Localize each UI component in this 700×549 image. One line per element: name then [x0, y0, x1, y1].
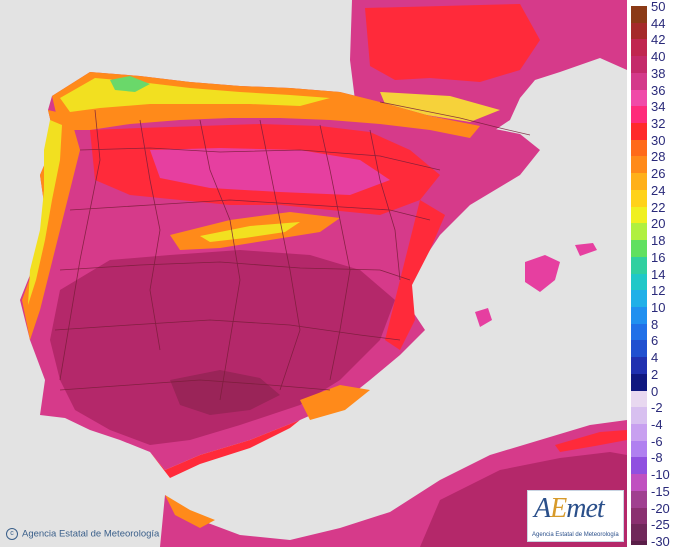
legend-tick-label: -8: [651, 450, 663, 466]
legend-swatch: [631, 223, 647, 241]
legend-swatch: [631, 306, 647, 324]
legend-tick-label: 36: [651, 82, 666, 98]
legend-tick-label: 12: [651, 283, 666, 299]
legend-tick-label: -20: [651, 500, 670, 516]
legend-tick-label: 18: [651, 233, 666, 249]
legend-swatch: [631, 173, 647, 190]
aemet-logo-mark: AEmet: [534, 493, 605, 524]
legend-tick-label: 42: [651, 32, 666, 48]
picos-cool: [110, 76, 150, 92]
legend-tick-label: 6: [651, 333, 659, 349]
legend-tick-label: 28: [651, 149, 666, 165]
legend-tick-label: 34: [651, 99, 666, 115]
legend-tick-label: -30: [651, 534, 670, 549]
levante-coast-red: [385, 200, 445, 350]
legend-tick-label: 14: [651, 266, 666, 282]
legend-tick-label: 22: [651, 199, 666, 215]
credit-text: Agencia Estatal de Meteorología: [22, 528, 160, 540]
guadalquivir-hot: [170, 370, 280, 415]
legend-swatch: [631, 39, 647, 57]
legend-tick-label: -2: [651, 400, 663, 416]
legend-swatch: [631, 106, 647, 124]
south-coast-rim: [150, 420, 300, 478]
legend-swatch: [631, 123, 647, 140]
legend-swatch: [631, 240, 647, 257]
legend-swatch: [631, 189, 647, 207]
legend-swatch: [631, 407, 647, 424]
legend-tick-label: 2: [651, 366, 659, 382]
southeast-orange: [300, 385, 370, 420]
legend-tick-label: 30: [651, 132, 666, 148]
legend-swatch: [631, 457, 647, 475]
legend-swatch: [631, 340, 647, 358]
legend-swatch: [631, 423, 647, 441]
legend-tick-label: 44: [651, 15, 666, 31]
aemet-logo-subtitle: Agencia Estatal de Meteorología: [532, 532, 619, 538]
legend-tick-label: -15: [651, 483, 670, 499]
france-pyrenees-warm: [380, 92, 500, 122]
france-hot-core: [365, 4, 540, 82]
legend-swatch: [631, 524, 647, 541]
legend-swatch: [631, 139, 647, 157]
legend-swatch: [631, 290, 647, 307]
legend-swatch: [631, 541, 647, 545]
legend-tick-label: 8: [651, 316, 659, 332]
legend-tick-label: 10: [651, 299, 666, 315]
legend-swatch: [631, 490, 647, 508]
sistema-central-yellow: [200, 222, 300, 242]
mallorca: [525, 255, 560, 292]
legend-tick-label: -25: [651, 517, 670, 533]
administrative-borders: [54, 101, 531, 401]
legend-swatch: [631, 6, 647, 23]
legend-tick-label: 50: [651, 0, 666, 14]
legend-tick-label: -6: [651, 433, 663, 449]
rif-warm: [555, 430, 627, 452]
iberia-interior-hot: [50, 250, 395, 445]
legend-tick-label: 24: [651, 182, 666, 198]
legend-tick-label: 26: [651, 166, 666, 182]
legend-tick-label: 16: [651, 249, 666, 265]
legend-swatch: [631, 357, 647, 374]
legend-swatch: [631, 323, 647, 341]
legend-tick-label: 20: [651, 216, 666, 232]
legend-tick-label: 40: [651, 49, 666, 65]
legend-tick-label: 32: [651, 116, 666, 132]
morocco-coast-orange: [165, 495, 215, 528]
legend-swatch: [631, 273, 647, 291]
atlantic-coast-yellow: [28, 120, 62, 305]
aemet-logo: AEmet Agencia Estatal de Meteorología: [527, 490, 624, 542]
legend-swatch: [631, 256, 647, 274]
menorca: [575, 243, 597, 256]
legend-swatch: [631, 373, 647, 391]
legend-swatch: [631, 206, 647, 224]
legend-swatch: [631, 474, 647, 491]
legend-swatch: [631, 56, 647, 73]
ibiza: [475, 308, 492, 327]
legend-swatch: [631, 507, 647, 525]
legend-swatch: [631, 72, 647, 90]
legend-tick-label: 0: [651, 383, 659, 399]
legend-swatch: [631, 89, 647, 107]
legend-swatch: [631, 440, 647, 458]
legend-tick-label: 38: [651, 65, 666, 81]
atlantic-coast-warm: [22, 110, 80, 340]
legend-tick-label: -4: [651, 416, 663, 432]
legend-swatch: [631, 390, 647, 408]
legend-tick-label: 4: [651, 350, 659, 366]
legend-swatch: [631, 156, 647, 174]
legend-tick-label: -10: [651, 467, 670, 483]
credit-line: c Agencia Estatal de Meteorología: [6, 528, 159, 540]
copyright-icon: c: [6, 528, 18, 540]
temperature-map: [0, 0, 627, 547]
temperature-legend: 50 44 42 40 38 36 34 32 30 28 26 24 22 20 18 16 14 12 10 8 6…: [627, 0, 700, 549]
legend-swatch: [631, 22, 647, 40]
